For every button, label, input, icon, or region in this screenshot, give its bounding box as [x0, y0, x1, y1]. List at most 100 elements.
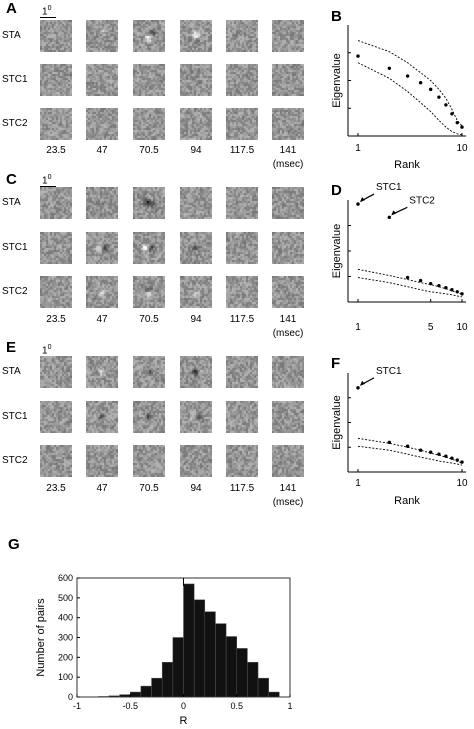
- x-tick-label: 0: [181, 701, 186, 711]
- panel-label-b: B: [331, 8, 342, 25]
- time-label: 141: [279, 314, 297, 325]
- x-tick-label: 1: [287, 701, 292, 711]
- eigenvalue-point: [418, 278, 423, 283]
- filter-tile: [40, 232, 72, 264]
- eigenvalue-point: [418, 81, 423, 85]
- filter-tile: [272, 20, 304, 52]
- x-tick-label: -0.5: [122, 701, 138, 711]
- filter-tile: [180, 20, 212, 52]
- eigenvalue-point: [444, 103, 448, 107]
- filter-tile: [86, 401, 118, 433]
- time-label: 117.5: [229, 314, 255, 325]
- eigenvalue-point: [405, 275, 410, 280]
- annotation-arrowhead: [360, 380, 365, 386]
- confidence-bound-upper: [357, 268, 463, 295]
- filter-tile: [86, 108, 118, 140]
- histogram-bar: [236, 648, 248, 698]
- time-label: 141: [279, 483, 297, 494]
- histogram-bar: [215, 623, 227, 698]
- filter-tile: [86, 64, 118, 96]
- histogram-bar: [257, 677, 269, 698]
- eigenvalue-point: [387, 440, 392, 444]
- histogram-bar: [161, 662, 174, 698]
- filter-tile: [180, 401, 212, 433]
- filter-tile: [133, 232, 165, 264]
- filter-tile: [272, 356, 304, 388]
- eigenvalue-point: [455, 290, 459, 294]
- histogram-bar: [247, 662, 259, 698]
- histogram-bar: [204, 611, 216, 698]
- row-label-stc1: STC1: [2, 411, 28, 422]
- eigenvalue-point: [450, 112, 454, 116]
- filter-tile: [226, 20, 258, 52]
- filter-tile: [226, 401, 258, 433]
- filter-tile: [226, 108, 258, 140]
- row-label-stc2: STC2: [2, 455, 28, 466]
- panel-label-d: D: [331, 182, 342, 199]
- filter-tile: [226, 356, 258, 388]
- x-tick-label: 1: [355, 322, 361, 333]
- filter-tile: [133, 401, 165, 433]
- histogram-bar: [151, 677, 163, 698]
- scale-bar: [40, 17, 56, 18]
- x-tick-label: 5: [428, 322, 434, 333]
- y-tick-label: 300: [58, 633, 73, 643]
- time-label: 47: [96, 145, 108, 156]
- filter-tile: [133, 356, 165, 388]
- y-tick-label: 500: [58, 593, 73, 603]
- annotation-arrowhead: [360, 197, 365, 203]
- scale-bar: [40, 186, 56, 187]
- y-tick-label: 200: [58, 652, 73, 662]
- filter-tile: [180, 356, 212, 388]
- filter-tile: [226, 276, 258, 308]
- filter-tile: [40, 108, 72, 140]
- eigenvalue-point: [387, 66, 392, 70]
- scale-bar-label: 10: [42, 344, 52, 357]
- x-axis-label: Rank: [394, 495, 420, 507]
- row-label-stc2: STC2: [2, 118, 28, 129]
- histogram-bar: [268, 691, 280, 698]
- y-axis-label: Number of pairs: [35, 598, 47, 677]
- x-axis-label: R: [180, 715, 188, 727]
- annotation-arrowhead: [391, 210, 397, 216]
- time-unit-label: (msec): [272, 328, 304, 339]
- eigenvalue-point: [356, 386, 360, 390]
- time-label: 47: [96, 314, 108, 325]
- time-label: 23.5: [46, 483, 66, 494]
- filter-tile: [133, 20, 165, 52]
- filter-tile: [226, 232, 258, 264]
- filter-tile: [86, 276, 118, 308]
- eigenvalue-point: [437, 452, 441, 456]
- panel-label-c: C: [6, 171, 17, 188]
- histogram-bar: [119, 694, 131, 698]
- time-label: 70.5: [139, 483, 159, 494]
- filter-tile: [272, 108, 304, 140]
- filter-tile: [226, 187, 258, 219]
- annotation-label-stc1: STC1: [376, 182, 402, 193]
- filter-tile: [86, 20, 118, 52]
- filter-tile: [86, 232, 118, 264]
- histogram-bar: [193, 599, 206, 698]
- eigenvalue-point: [405, 444, 410, 448]
- x-axis-label: Rank: [394, 159, 420, 171]
- filter-tile: [226, 64, 258, 96]
- confidence-bound-upper: [357, 40, 463, 127]
- panel-label-e: E: [6, 339, 17, 356]
- filter-tile: [40, 64, 72, 96]
- filter-tile: [272, 187, 304, 219]
- filter-tile: [40, 445, 72, 477]
- eigenvalue-point: [356, 54, 360, 58]
- time-label: 117.5: [229, 145, 255, 156]
- x-tick-label: 10: [456, 143, 468, 154]
- histogram-bar: [140, 685, 152, 698]
- scale-bar-label: 10: [42, 174, 52, 187]
- confidence-bound-lower: [357, 277, 463, 298]
- confidence-bound-lower: [357, 445, 463, 466]
- time-label: 23.5: [46, 145, 66, 156]
- eigenvalue-point: [428, 450, 433, 454]
- row-label-stc1: STC1: [2, 74, 28, 85]
- filter-tile: [272, 445, 304, 477]
- eigenvalue-point: [450, 456, 454, 460]
- filter-tile: [133, 64, 165, 96]
